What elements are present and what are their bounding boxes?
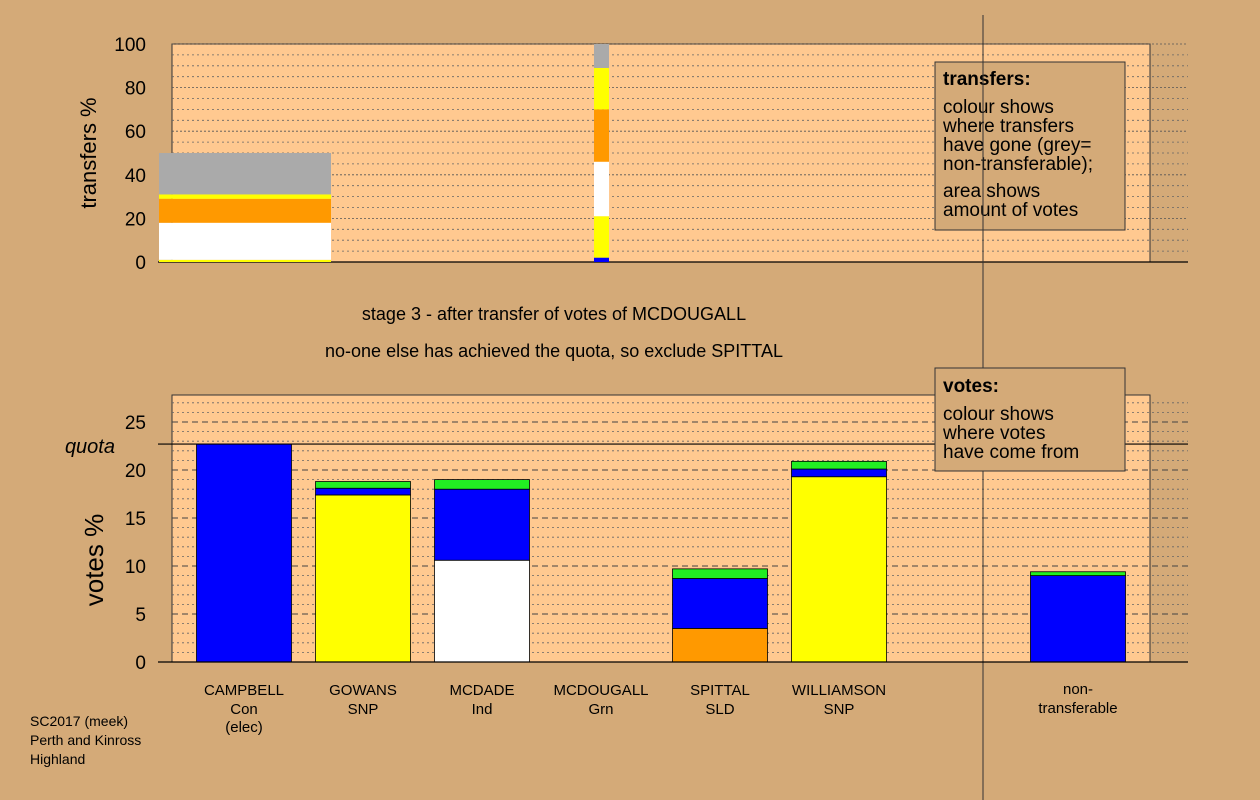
stage-caption: stage 3 - after transfer of votes of MCD… (362, 304, 746, 324)
vote-segment-williamson-grn (791, 460, 887, 470)
votes-legend-title: votes: (943, 376, 999, 397)
transfer-segment-mcdougall-nontransferable (594, 44, 609, 68)
candidate-name-label: CAMPBELL (204, 682, 284, 699)
transfers-legend-line: amount of votes (943, 200, 1078, 221)
transfers-legend-line: non-transferable); (943, 154, 1093, 175)
nontransferable-label: non- (1063, 681, 1093, 698)
transfers-y-tick-label: 40 (125, 166, 146, 187)
footer-line: Highland (30, 751, 85, 767)
transfer-segment-mcdougall-snp (594, 216, 609, 258)
transfers-y-tick-label: 0 (135, 253, 146, 274)
candidate-party-label: SNP (348, 701, 379, 718)
vote-segment-williamson-con (791, 468, 887, 478)
votes-legend-line: have come from (943, 442, 1079, 463)
transfers-y-tick-label: 100 (114, 35, 146, 56)
votes-legend-box (934, 367, 1126, 472)
transfers-y-tick-label: 80 (125, 79, 146, 100)
votes-y-tick-label: 5 (135, 605, 146, 626)
vote-segment-nontransferable-con (1030, 575, 1126, 663)
transfers-legend-title: transfers: (943, 69, 1031, 90)
transfers-y-tick-label: 60 (125, 122, 146, 143)
votes-legend-line: where votes (942, 423, 1045, 444)
transfers-legend-line: have gone (grey= (943, 135, 1091, 156)
transfer-segment-mcdougall-sld (594, 109, 609, 162)
vote-segment-spittal-grn (672, 568, 768, 579)
footer-line: Perth and Kinross (30, 732, 141, 748)
votes-y-tick-label: 15 (125, 509, 146, 530)
candidate-party-label: SLD (705, 701, 734, 718)
quota-label: quota (65, 436, 115, 458)
vote-segment-gowans-snp (315, 494, 411, 663)
transfers-y-axis-label: transfers % (76, 97, 101, 208)
transfer-segment-campbell-sld (159, 198, 331, 223)
footer-line: SC2017 (meek) (30, 713, 128, 729)
vote-segment-gowans-con (315, 487, 411, 496)
transfers-legend-line: area shows (943, 181, 1040, 202)
transfer-segment-mcdougall-con (594, 257, 609, 262)
vote-segment-mcdade-grn (434, 479, 530, 490)
votes-y-axis-label: votes % (79, 514, 109, 607)
candidate-name-label: GOWANS (329, 682, 397, 699)
transfers-legend-box (934, 61, 1126, 231)
transfers-y-tick-label: 20 (125, 209, 146, 230)
vote-segment-gowans-grn (315, 481, 411, 489)
transfer-segment-campbell-ind (159, 222, 331, 260)
transfer-segment-campbell-snp (159, 194, 331, 199)
candidate-party-label: Con (230, 701, 258, 718)
candidate-note-label: (elec) (225, 719, 263, 736)
votes-legend-line: colour shows (943, 404, 1054, 425)
vote-segment-campbell-con (196, 443, 292, 663)
votes-y-tick-label: 0 (135, 653, 146, 674)
votes-y-tick-label: 25 (125, 413, 146, 434)
transfer-segment-campbell-snp (159, 259, 331, 262)
transfers-legend-line: where transfers (942, 116, 1074, 137)
candidate-name-label: MCDADE (449, 682, 514, 699)
vote-segment-nontransferable-grn (1030, 571, 1126, 577)
candidate-name-label: WILLIAMSON (792, 682, 886, 699)
transfer-segment-mcdougall-ind (594, 161, 609, 217)
vote-segment-williamson-snp (791, 476, 887, 663)
vote-segment-mcdade-con (434, 488, 530, 561)
vote-segment-spittal-con (672, 578, 768, 629)
candidate-name-label: SPITTAL (690, 682, 750, 699)
action-caption: no-one else has achieved the quota, so e… (325, 341, 783, 361)
candidate-name-label: MCDOUGALL (553, 682, 648, 699)
vote-segment-mcdade-ind (434, 559, 530, 663)
candidate-party-label: Ind (472, 701, 493, 718)
vote-segment-spittal-sld (672, 628, 768, 663)
candidate-party-label: Grn (588, 701, 613, 718)
candidate-party-label: SNP (824, 701, 855, 718)
transfer-segment-mcdougall-snp (594, 67, 609, 110)
transfer-segment-campbell-nontransferable (159, 153, 331, 195)
votes-y-tick-label: 20 (125, 461, 146, 482)
nontransferable-label: transferable (1038, 700, 1117, 717)
votes-y-tick-label: 10 (125, 557, 146, 578)
transfers-legend-line: colour shows (943, 97, 1054, 118)
